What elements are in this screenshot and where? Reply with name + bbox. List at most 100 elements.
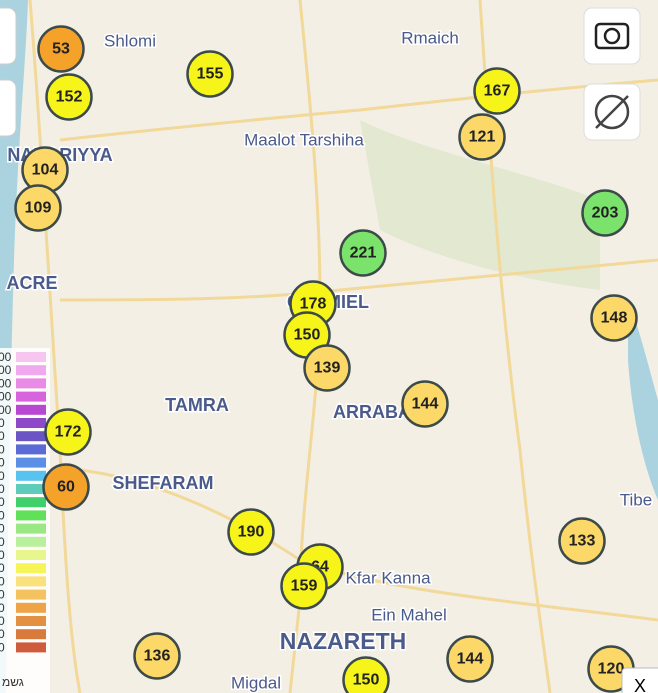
legend-title: גשמ (2, 675, 24, 689)
place-label: ARRABA (333, 402, 411, 422)
close-button-label[interactable]: X (634, 676, 646, 693)
marker-value: 159 (291, 578, 318, 595)
marker[interactable]: 152 (45, 73, 93, 121)
legend-label: 0 (0, 574, 5, 588)
legend-swatch (16, 418, 46, 428)
marker-value: 120 (598, 661, 625, 678)
marker[interactable]: 60 (42, 463, 90, 511)
place-label: NAZARETH (280, 628, 407, 654)
legend-label: 0 (0, 601, 5, 615)
legend-swatch (16, 457, 46, 468)
legend-swatch (16, 352, 46, 362)
marker-value: 144 (412, 396, 439, 413)
legend-label: 0 (0, 535, 5, 549)
marker-value: 190 (238, 524, 265, 541)
marker[interactable]: 139 (303, 344, 351, 392)
legend-swatch (16, 431, 46, 442)
legend-swatch (16, 589, 46, 600)
marker[interactable]: 167 (473, 67, 521, 115)
legend-label: 0 (0, 495, 5, 509)
place-label: Kfar Kanna (345, 569, 431, 588)
left-buttons[interactable] (0, 7, 17, 137)
layer-icon-slash (595, 95, 629, 129)
legend-label: 0 (0, 614, 5, 628)
marker-value: 109 (25, 200, 52, 217)
marker[interactable]: 136 (133, 632, 181, 680)
marker-circle (473, 67, 521, 115)
place-label: Maalot Tarshiha (244, 131, 364, 150)
marker[interactable]: 144 (446, 635, 494, 683)
forest (360, 120, 600, 290)
legend-swatch (16, 602, 46, 613)
place-label: Ein Mahel (371, 606, 447, 625)
legend-swatch (16, 616, 46, 626)
marker-value: 133 (569, 533, 596, 550)
legend-label: 0 (0, 522, 5, 536)
marker-value: 60 (57, 479, 75, 496)
marker[interactable]: 203 (581, 189, 629, 237)
marker[interactable]: 53 (37, 25, 85, 73)
marker-value: 148 (601, 310, 628, 327)
marker[interactable]: 148 (590, 294, 638, 342)
layer-icon (594, 94, 630, 130)
left-button[interactable] (0, 79, 17, 137)
legend-label: 0 (0, 429, 5, 443)
close-button[interactable]: X (621, 667, 658, 693)
camera-icon (594, 22, 630, 50)
legend-label: 0 (0, 442, 5, 456)
close-button-box[interactable] (621, 667, 658, 693)
legend-swatch (16, 536, 46, 547)
camera-button[interactable] (583, 7, 641, 65)
marker-value: 150 (294, 327, 321, 344)
marker[interactable]: 133 (558, 517, 606, 565)
marker[interactable]: 221 (339, 229, 387, 277)
marker-circle (44, 408, 92, 456)
marker-value: 178 (300, 296, 327, 313)
marker-value: 144 (457, 651, 484, 668)
layer-button[interactable] (583, 83, 641, 141)
place-label: SHEFARAM (112, 473, 213, 493)
marker[interactable]: 159 (280, 562, 328, 610)
legend-label: 0 (0, 482, 5, 496)
camera-button-box[interactable] (583, 7, 641, 65)
marker[interactable]: 121 (458, 113, 506, 161)
marker-value: 172 (55, 424, 82, 441)
legend-label: 00 (0, 403, 12, 417)
legend-swatch (16, 484, 46, 494)
legend-label: 00 (0, 350, 12, 364)
place-label: Shlomi (104, 32, 156, 51)
marker-value: 139 (314, 360, 341, 377)
legend-swatch (16, 642, 46, 653)
marker-circle (339, 229, 387, 277)
marker[interactable]: 150 (342, 656, 390, 693)
marker-value: 155 (197, 66, 224, 83)
marker[interactable]: 155 (186, 50, 234, 98)
place-label: Tibe (620, 491, 652, 510)
legend-label: 0 (0, 548, 5, 562)
legend-swatch (16, 378, 46, 389)
marker-value: 53 (52, 41, 70, 58)
marker-circle (581, 189, 629, 237)
legend-label: 0 (0, 640, 5, 654)
left-button[interactable] (0, 7, 17, 65)
marker[interactable]: 172 (44, 408, 92, 456)
marker[interactable]: 144 (401, 380, 449, 428)
legend-label: 0 (0, 456, 5, 470)
marker[interactable]: 190 (227, 508, 275, 556)
legend-label: 0 (0, 508, 5, 522)
legend-label: 0 (0, 416, 5, 430)
marker-circle (133, 632, 181, 680)
lake (628, 300, 658, 500)
marker[interactable]: 109 (14, 184, 62, 232)
marker-circle (45, 73, 93, 121)
marker-circle (37, 25, 85, 73)
marker-circle (342, 656, 390, 693)
markers: 53 152 155 167 121 104 109 203 221 178 150 148 139 14… (14, 25, 638, 693)
marker[interactable]: 104 (21, 146, 69, 194)
legend-label: 0 (0, 627, 5, 641)
camera-lens (603, 27, 621, 45)
marker-circle (303, 344, 351, 392)
marker-value: 203 (592, 205, 619, 222)
